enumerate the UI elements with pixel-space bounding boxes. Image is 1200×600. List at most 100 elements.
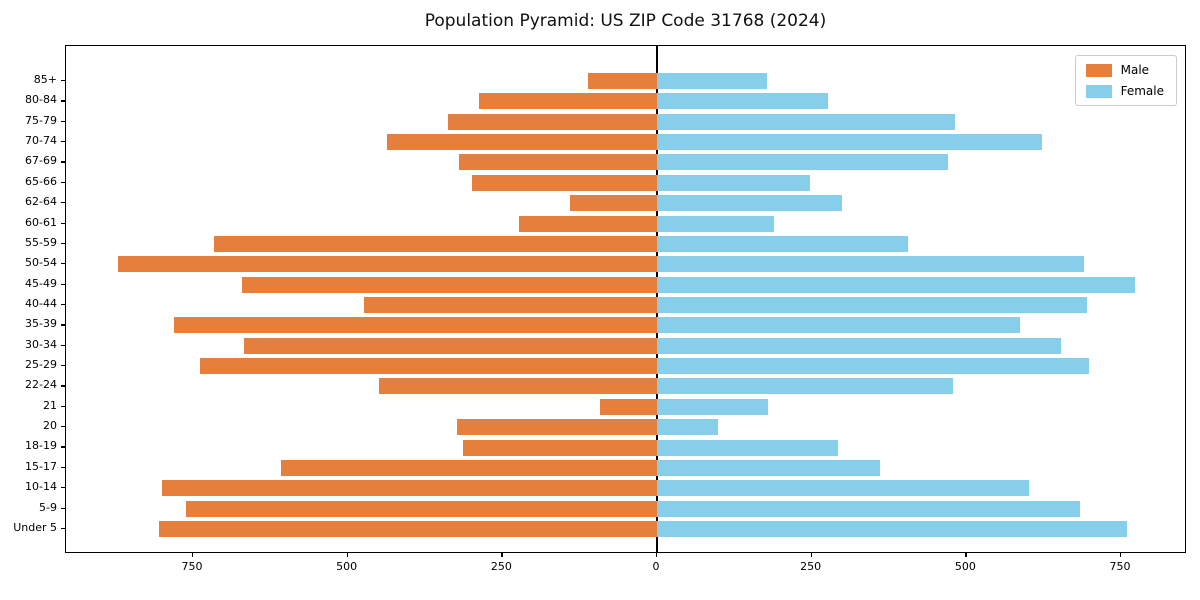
bar-male-85+ — [587, 73, 657, 89]
bar-male-80-84 — [478, 93, 657, 110]
female-swatch-icon — [1085, 84, 1112, 98]
y-tick-label: 40-44 — [25, 296, 57, 310]
bar-female-30-34 — [657, 337, 1061, 354]
bar-female-80-84 — [657, 93, 828, 110]
y-tick-mark — [61, 527, 65, 530]
y-tick-mark — [61, 181, 65, 183]
y-tick-label: 60-61 — [25, 215, 57, 229]
bar-female-20 — [657, 419, 718, 436]
bar-male-15-17 — [280, 459, 657, 476]
y-tick-mark — [61, 242, 65, 245]
y-tick-label: 70-74 — [25, 134, 57, 148]
y-tick-mark — [61, 507, 65, 509]
bar-male-40-44 — [363, 297, 657, 313]
bar-male-35-39 — [173, 317, 657, 334]
bar-female-62-64 — [657, 195, 842, 212]
legend: Male Female — [1074, 55, 1177, 106]
bar-male-10-14 — [162, 480, 657, 497]
y-tick-mark — [61, 141, 65, 143]
y-tick-label: 20 — [43, 419, 57, 433]
y-tick-mark — [61, 426, 65, 428]
y-tick-mark — [61, 324, 65, 326]
x-tick-label: 0 — [652, 560, 660, 573]
bar-male-21 — [600, 398, 657, 415]
bar-female-50-54 — [657, 256, 1084, 273]
y-tick-mark — [61, 263, 65, 265]
x-tick-label: 250 — [800, 560, 822, 573]
bar-male-75-79 — [447, 113, 657, 130]
bar-male-55-59 — [214, 235, 657, 252]
bar-male-5-9 — [186, 500, 657, 517]
bar-male-45-49 — [241, 276, 657, 293]
bar-female-85+ — [657, 73, 768, 89]
y-tick-mark — [61, 222, 65, 224]
zero-axis-line — [656, 46, 658, 552]
y-tick-label: 65-66 — [25, 174, 57, 188]
bar-male-30-34 — [244, 337, 657, 354]
bar-male-67-69 — [459, 154, 657, 171]
y-tick-mark — [61, 202, 65, 204]
bar-male-18-19 — [462, 439, 657, 456]
x-tick-mark — [656, 553, 658, 557]
bar-female-Under 5 — [657, 520, 1128, 537]
y-tick-label: 80-84 — [25, 93, 57, 107]
y-tick-mark — [61, 161, 65, 163]
x-tick-label: 500 — [954, 560, 976, 573]
bar-female-5-9 — [657, 500, 1081, 517]
bar-female-10-14 — [657, 480, 1029, 497]
bar-female-21 — [657, 398, 768, 415]
y-tick-label: 10-14 — [25, 480, 57, 494]
x-tick-mark — [501, 553, 503, 557]
y-tick-mark — [61, 466, 65, 469]
y-tick-label: 30-34 — [25, 337, 57, 351]
bar-female-18-19 — [657, 439, 839, 456]
bar-female-65-66 — [657, 174, 810, 191]
y-tick-label: 25-29 — [25, 358, 57, 372]
bar-female-15-17 — [657, 459, 880, 476]
bar-female-67-69 — [657, 154, 948, 171]
y-tick-mark — [61, 283, 65, 285]
y-tick-label: 62-64 — [25, 195, 57, 209]
bar-female-25-29 — [657, 358, 1089, 374]
y-tick-mark — [61, 100, 65, 102]
bar-female-35-39 — [657, 317, 1021, 334]
y-tick-label: 75-79 — [25, 113, 57, 127]
y-tick-label: 15-17 — [25, 459, 57, 473]
y-tick-mark — [61, 385, 65, 387]
legend-label-male: Male — [1120, 63, 1150, 77]
y-tick-mark — [61, 344, 65, 346]
legend-item-female: Female — [1085, 84, 1164, 98]
bar-male-20 — [457, 419, 657, 436]
y-tick-label: 55-59 — [25, 235, 57, 249]
bar-female-45-49 — [657, 276, 1135, 293]
bar-female-55-59 — [657, 235, 909, 252]
x-tick-mark — [965, 553, 967, 557]
y-tick-label: 85+ — [33, 73, 57, 86]
y-tick-mark — [61, 303, 65, 306]
y-tick-label: 45-49 — [25, 276, 57, 290]
y-tick-label: 21 — [43, 398, 57, 412]
bar-male-60-61 — [519, 215, 657, 232]
x-tick-label: 250 — [490, 560, 512, 573]
y-tick-mark — [61, 365, 65, 367]
bar-female-40-44 — [657, 297, 1087, 313]
bar-male-25-29 — [199, 358, 657, 374]
x-tick-mark — [1120, 553, 1122, 557]
y-tick-label: 35-39 — [25, 317, 57, 331]
legend-label-female: Female — [1120, 84, 1164, 98]
bar-male-22-24 — [379, 378, 657, 395]
y-tick-label: 5-9 — [39, 500, 57, 514]
chart-title: Population Pyramid: US ZIP Code 31768 (2… — [424, 11, 827, 31]
x-tick-mark — [346, 553, 348, 557]
x-tick-label: 750 — [181, 560, 203, 573]
x-tick-mark — [810, 553, 812, 557]
male-swatch-icon — [1085, 63, 1112, 77]
x-tick-mark — [192, 553, 194, 557]
y-tick-mark — [61, 405, 65, 407]
x-tick-label: 500 — [336, 560, 358, 573]
y-tick-label: 22-24 — [25, 378, 57, 392]
y-tick-label: Under 5 — [13, 520, 57, 534]
bar-male-62-64 — [569, 195, 657, 212]
bar-female-22-24 — [657, 378, 953, 395]
